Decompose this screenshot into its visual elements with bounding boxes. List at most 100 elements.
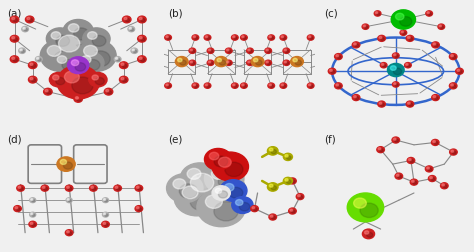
Circle shape — [90, 185, 97, 191]
Circle shape — [289, 178, 296, 184]
Circle shape — [64, 162, 73, 169]
Circle shape — [225, 162, 243, 177]
Circle shape — [75, 97, 78, 99]
Circle shape — [243, 37, 246, 39]
Circle shape — [432, 94, 439, 101]
Circle shape — [254, 58, 258, 62]
Circle shape — [180, 60, 186, 65]
Circle shape — [205, 36, 208, 38]
Circle shape — [293, 58, 297, 62]
Circle shape — [280, 35, 287, 40]
Circle shape — [354, 198, 366, 208]
Circle shape — [67, 199, 69, 200]
Circle shape — [91, 186, 93, 188]
Circle shape — [281, 84, 283, 86]
Circle shape — [426, 11, 432, 16]
Circle shape — [285, 50, 289, 53]
Circle shape — [331, 70, 335, 73]
Circle shape — [68, 200, 71, 202]
Circle shape — [295, 60, 301, 65]
Circle shape — [382, 64, 384, 65]
Circle shape — [105, 214, 108, 216]
Circle shape — [428, 168, 432, 171]
Circle shape — [298, 195, 300, 197]
Circle shape — [92, 187, 96, 190]
Circle shape — [71, 60, 79, 66]
Circle shape — [167, 37, 171, 39]
Circle shape — [226, 60, 232, 66]
Circle shape — [22, 26, 28, 32]
Circle shape — [205, 84, 208, 86]
Circle shape — [182, 186, 198, 199]
Circle shape — [180, 163, 219, 194]
Circle shape — [68, 187, 72, 190]
Circle shape — [354, 96, 356, 98]
Circle shape — [190, 49, 192, 51]
Circle shape — [121, 77, 124, 80]
Circle shape — [266, 49, 268, 51]
Circle shape — [67, 186, 69, 188]
Circle shape — [269, 84, 272, 86]
Circle shape — [408, 37, 410, 39]
Circle shape — [411, 180, 414, 182]
Circle shape — [65, 185, 73, 191]
Circle shape — [249, 50, 252, 53]
Circle shape — [393, 138, 396, 140]
Circle shape — [66, 198, 72, 203]
Circle shape — [226, 48, 232, 53]
Circle shape — [135, 206, 143, 212]
Circle shape — [151, 49, 153, 51]
Circle shape — [19, 187, 23, 190]
Circle shape — [285, 179, 288, 181]
Circle shape — [92, 36, 106, 46]
Circle shape — [354, 43, 356, 45]
Circle shape — [452, 151, 456, 154]
Circle shape — [193, 84, 196, 86]
Circle shape — [12, 17, 15, 20]
Circle shape — [67, 231, 69, 233]
Circle shape — [107, 91, 111, 94]
Circle shape — [381, 38, 384, 41]
Circle shape — [173, 179, 186, 189]
Circle shape — [265, 48, 272, 53]
Circle shape — [119, 76, 128, 83]
Circle shape — [209, 61, 211, 63]
Circle shape — [243, 85, 246, 87]
Circle shape — [137, 186, 139, 188]
Circle shape — [53, 52, 80, 74]
Circle shape — [287, 180, 291, 183]
Circle shape — [10, 56, 19, 62]
Circle shape — [102, 221, 109, 227]
Circle shape — [451, 55, 453, 57]
Circle shape — [121, 63, 124, 65]
Circle shape — [115, 186, 118, 188]
Circle shape — [337, 56, 341, 59]
Circle shape — [30, 222, 33, 225]
Circle shape — [324, 61, 326, 63]
Circle shape — [325, 62, 328, 65]
Circle shape — [381, 103, 384, 106]
Circle shape — [289, 208, 296, 214]
Circle shape — [395, 55, 398, 57]
Circle shape — [406, 101, 414, 107]
Circle shape — [337, 85, 341, 88]
Circle shape — [77, 52, 104, 74]
Text: (b): (b) — [168, 9, 182, 19]
Circle shape — [363, 25, 365, 27]
Circle shape — [14, 206, 21, 212]
Circle shape — [309, 36, 311, 38]
Circle shape — [434, 97, 438, 100]
Circle shape — [440, 26, 444, 28]
Circle shape — [224, 183, 234, 191]
Circle shape — [191, 50, 195, 53]
Circle shape — [296, 194, 304, 200]
Circle shape — [335, 54, 342, 60]
Circle shape — [174, 180, 219, 216]
Circle shape — [443, 185, 447, 188]
Circle shape — [74, 96, 82, 102]
Circle shape — [165, 83, 172, 88]
Circle shape — [137, 56, 146, 62]
Circle shape — [211, 168, 225, 179]
Circle shape — [378, 101, 385, 107]
Circle shape — [57, 65, 100, 99]
